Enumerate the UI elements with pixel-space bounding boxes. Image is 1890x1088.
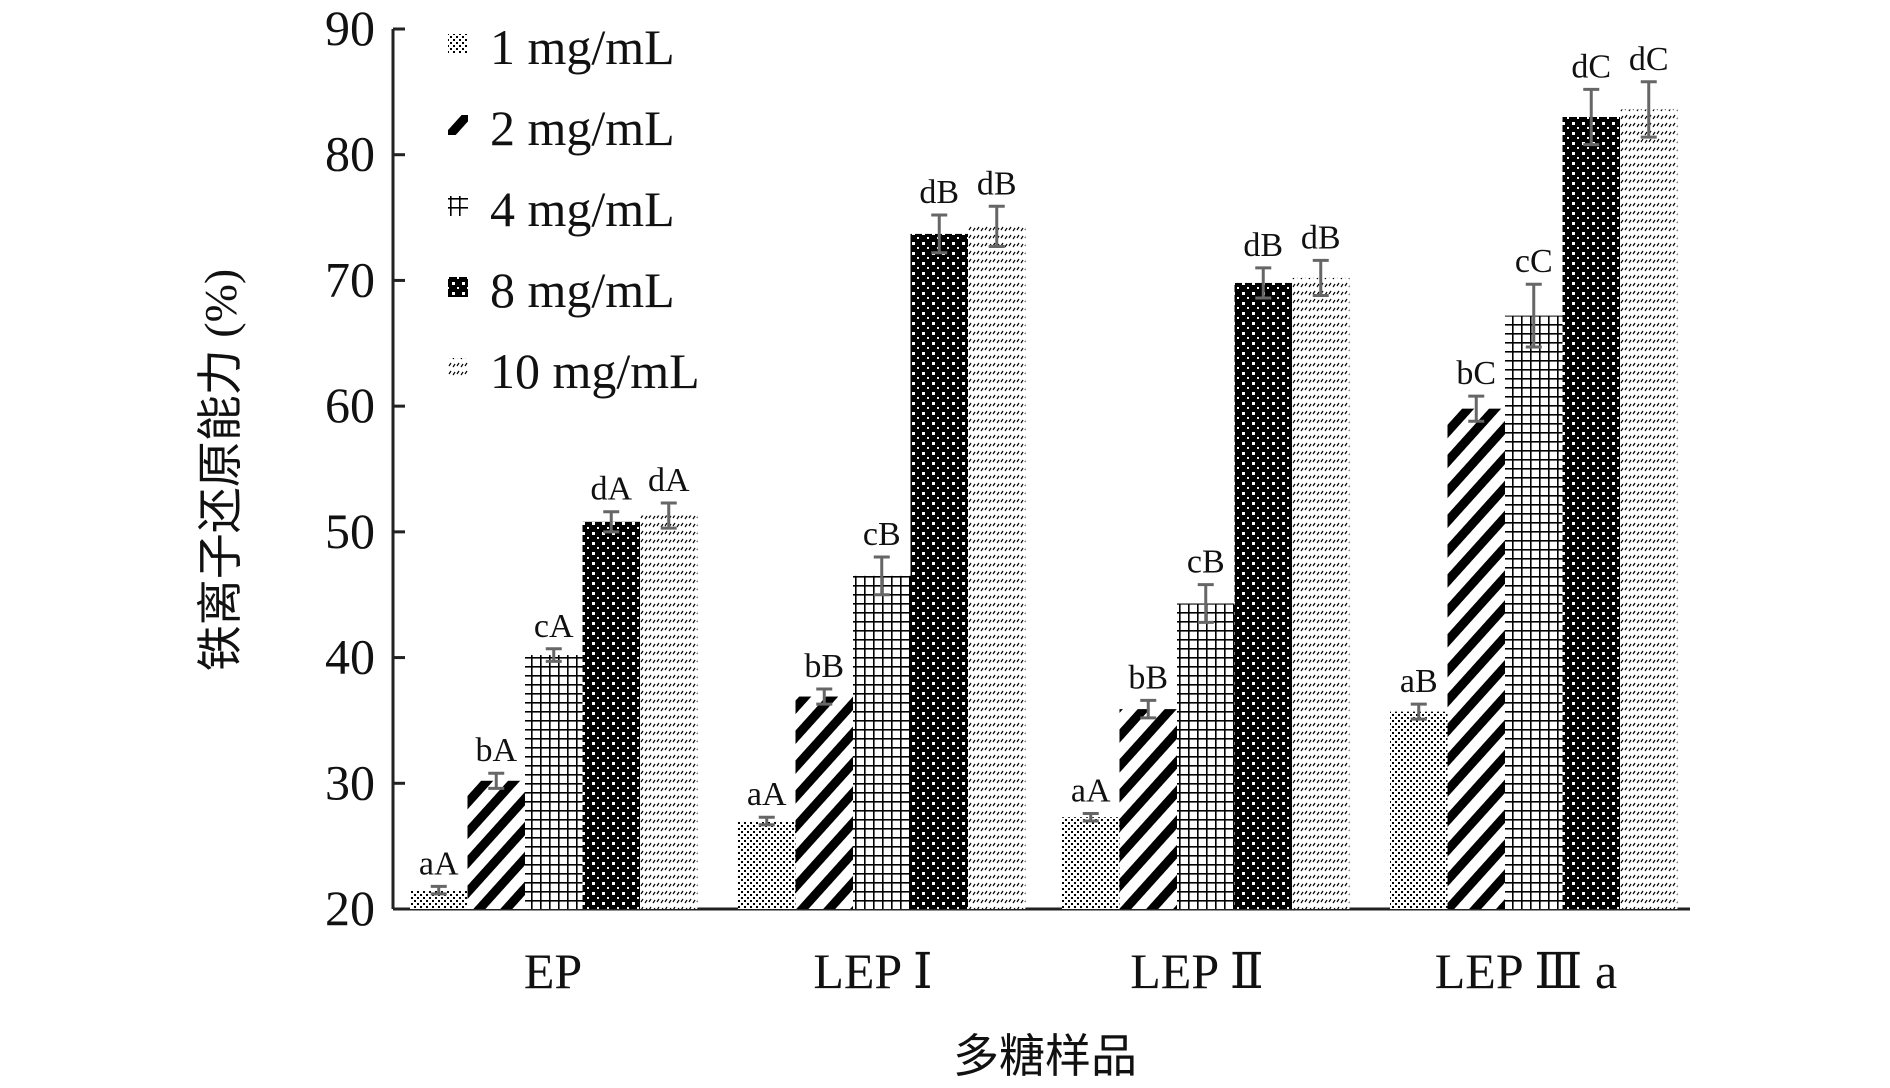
data-label: bC [1456, 355, 1496, 392]
bar [1447, 408, 1505, 909]
data-label: bB [804, 648, 844, 685]
data-label: dA [648, 462, 690, 499]
legend-label: 8 mg/mL [490, 262, 675, 318]
bar [1620, 109, 1678, 909]
data-label: dB [919, 174, 959, 211]
bar [1234, 282, 1292, 909]
significance-labels: aA bA cA dA dA aA bB cB dB dB aA bB cB dB dB aB bC cC dC dC [419, 41, 1669, 883]
data-label: dB [977, 165, 1017, 202]
legend-swatch [448, 196, 468, 216]
x-tick-label: EP [524, 943, 582, 999]
data-label: dB [1243, 227, 1283, 264]
data-label: dC [1629, 41, 1669, 78]
data-label: aA [747, 776, 787, 813]
y-tick-label: 40 [325, 629, 375, 685]
data-label: dC [1571, 48, 1611, 85]
bar [1177, 603, 1235, 909]
data-label: aA [419, 845, 459, 882]
data-label: aA [1071, 772, 1111, 809]
bar [1562, 117, 1620, 909]
axes: 20 30 40 50 60 70 80 90 EP LEP Ⅰ LEP Ⅱ LEP Ⅲ a [325, 0, 1690, 999]
y-tick-label: 30 [325, 754, 375, 810]
legend-label: 10 mg/mL [490, 343, 700, 399]
error-bars [430, 80, 1657, 896]
legend-swatch [448, 277, 468, 297]
bar [738, 821, 796, 909]
data-label: cA [534, 608, 574, 645]
y-tick-label: 90 [325, 0, 375, 56]
x-tick-label: LEP Ⅱ [1130, 943, 1264, 999]
bar [582, 521, 640, 909]
bar [467, 780, 525, 909]
data-label: cB [1187, 544, 1225, 581]
legend-swatch [448, 358, 468, 378]
data-label: dA [590, 471, 632, 508]
bar [1505, 315, 1563, 910]
data-label: bA [475, 732, 517, 769]
legend: 1 mg/mL 2 mg/mL 4 mg/mL 8 mg/mL 10 mg/mL [448, 19, 700, 399]
bar [410, 890, 468, 909]
data-label: cB [863, 516, 901, 553]
legend-label: 4 mg/mL [490, 181, 675, 237]
y-tick-label: 20 [325, 880, 375, 936]
y-axis-label: 铁离子还原能力 (%) [195, 269, 246, 671]
data-label: cC [1515, 243, 1553, 280]
bar [1390, 711, 1448, 909]
y-tick-label: 80 [325, 126, 375, 182]
bar [910, 233, 968, 909]
legend-swatch [448, 115, 468, 135]
legend-label: 2 mg/mL [490, 100, 675, 156]
y-tick-label: 70 [325, 251, 375, 307]
legend-label: 1 mg/mL [490, 19, 675, 75]
bar [525, 655, 583, 909]
bar [968, 226, 1026, 909]
bars [410, 109, 1678, 910]
bar [1062, 817, 1120, 909]
y-tick-label: 60 [325, 377, 375, 433]
data-label: bB [1128, 659, 1168, 696]
x-axis-label: 多糖样品 [953, 1031, 1137, 1082]
bar [1292, 277, 1350, 909]
legend-swatch [448, 34, 468, 54]
data-label: aB [1400, 663, 1438, 700]
bar [640, 515, 698, 909]
bar [795, 696, 853, 909]
x-tick-label: LEP Ⅰ [813, 943, 932, 999]
bar [1119, 709, 1177, 909]
x-tick-label: LEP Ⅲ a [1435, 943, 1617, 999]
bar [853, 575, 911, 909]
data-label: dB [1301, 219, 1341, 256]
y-tick-label: 50 [325, 503, 375, 559]
